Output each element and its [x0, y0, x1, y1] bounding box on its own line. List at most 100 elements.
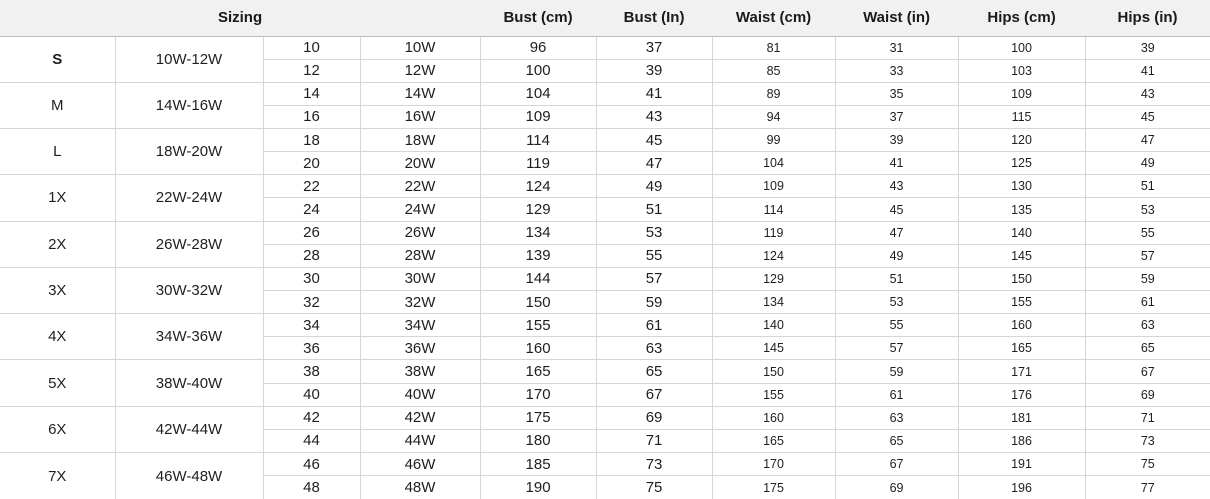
bust-cm-cell: 139: [479, 243, 597, 268]
size-w-cell: 38W: [359, 359, 481, 384]
table-row: 36 36W 160 63 145 57 165 65: [0, 336, 1210, 361]
size-number-cell: 42: [262, 405, 361, 430]
bust-cm-cell: 180: [479, 428, 597, 454]
table-row: 1X 22W-24W 22 22W 124 49 109 43 130 51: [0, 174, 1210, 222]
hips-in-cell: 53: [1084, 197, 1210, 222]
hips-in-cell: 59: [1084, 266, 1210, 292]
waist-in-cell: 63: [834, 405, 959, 430]
bust-in-cell: 39: [595, 58, 713, 83]
bust-cm-cell: 160: [479, 336, 597, 361]
size-w-cell: 32W: [359, 290, 481, 315]
waist-in-cell: 59: [834, 359, 959, 384]
range-cell: 30W-32W: [114, 266, 264, 315]
bust-cm-cell: 134: [479, 220, 597, 245]
size-w-cell: 40W: [359, 382, 481, 407]
header-row: Sizing Bust (cm) Bust (In) Waist (cm) Wa…: [0, 0, 1210, 37]
waist-cm-cell: 129: [711, 266, 836, 292]
hips-cm-cell: 186: [957, 428, 1086, 454]
hips-in-cell: 63: [1084, 313, 1210, 338]
waist-cm-cell: 134: [711, 290, 836, 315]
bust-in-cell: 45: [595, 128, 713, 153]
size-number-cell: 26: [262, 220, 361, 245]
size-w-cell: 28W: [359, 243, 481, 268]
hips-in-cell: 71: [1084, 405, 1210, 430]
size-cell: 1X: [0, 174, 116, 222]
col-header-waist-in: Waist (in): [835, 0, 959, 37]
waist-in-cell: 55: [834, 313, 959, 338]
hips-in-cell: 39: [1084, 35, 1210, 60]
size-w-cell: 30W: [359, 266, 481, 292]
waist-in-cell: 37: [834, 104, 959, 130]
size-cell: M: [0, 81, 116, 130]
bust-cm-cell: 96: [479, 35, 597, 60]
table-row: 3X 30W-32W 30 30W 144 57 129 51 150 59: [0, 266, 1210, 315]
size-number-cell: 36: [262, 336, 361, 361]
hips-in-cell: 55: [1084, 220, 1210, 245]
bust-cm-cell: 119: [479, 151, 597, 176]
table-row: 5X 38W-40W 38 38W 165 65 150 59 171 67: [0, 359, 1210, 407]
hips-cm-cell: 125: [957, 151, 1086, 176]
size-number-cell: 22: [262, 174, 361, 199]
hips-cm-cell: 196: [957, 475, 1086, 499]
table-row: S 10W-12W 10 10W 96 37 81 31 100 39: [0, 35, 1210, 83]
bust-in-cell: 73: [595, 452, 713, 477]
bust-cm-cell: 170: [479, 382, 597, 407]
size-number-cell: 46: [262, 452, 361, 477]
hips-in-cell: 45: [1084, 104, 1210, 130]
waist-cm-cell: 150: [711, 359, 836, 384]
size-number-cell: 14: [262, 81, 361, 106]
size-number-cell: 34: [262, 313, 361, 338]
range-cell: 38W-40W: [114, 359, 264, 407]
bust-cm-cell: 185: [479, 452, 597, 477]
bust-cm-cell: 190: [479, 475, 597, 499]
table-row: 16 16W 109 43 94 37 115 45: [0, 104, 1210, 130]
bust-in-cell: 75: [595, 475, 713, 499]
waist-cm-cell: 104: [711, 151, 836, 176]
bust-in-cell: 59: [595, 290, 713, 315]
table-row: 44 44W 180 71 165 65 186 73: [0, 428, 1210, 454]
size-cell: 7X: [0, 452, 116, 499]
size-cell: 4X: [0, 313, 116, 361]
bust-in-cell: 47: [595, 151, 713, 176]
waist-cm-cell: 140: [711, 313, 836, 338]
hips-cm-cell: 176: [957, 382, 1086, 407]
size-number-cell: 24: [262, 197, 361, 222]
hips-in-cell: 61: [1084, 290, 1210, 315]
waist-cm-cell: 89: [711, 81, 836, 106]
waist-cm-cell: 165: [711, 428, 836, 454]
bust-in-cell: 61: [595, 313, 713, 338]
col-header-hips-cm: Hips (cm): [958, 0, 1086, 37]
range-cell: 10W-12W: [114, 35, 264, 83]
size-w-cell: 20W: [359, 151, 481, 176]
bust-cm-cell: 109: [479, 104, 597, 130]
size-number-cell: 40: [262, 382, 361, 407]
waist-in-cell: 41: [834, 151, 959, 176]
waist-in-cell: 53: [834, 290, 959, 315]
size-cell: 6X: [0, 405, 116, 454]
size-cell: 5X: [0, 359, 116, 407]
table-row: L 18W-20W 18 18W 114 45 99 39 120 47: [0, 128, 1210, 176]
range-cell: 22W-24W: [114, 174, 264, 222]
size-cell: 2X: [0, 220, 116, 268]
col-header-bust-cm: Bust (cm): [480, 0, 597, 37]
size-number-cell: 16: [262, 104, 361, 130]
size-w-cell: 14W: [359, 81, 481, 106]
bust-in-cell: 67: [595, 382, 713, 407]
bust-in-cell: 53: [595, 220, 713, 245]
bust-cm-cell: 175: [479, 405, 597, 430]
waist-cm-cell: 124: [711, 243, 836, 268]
hips-in-cell: 67: [1084, 359, 1210, 384]
waist-cm-cell: 109: [711, 174, 836, 199]
waist-in-cell: 35: [834, 81, 959, 106]
bust-cm-cell: 114: [479, 128, 597, 153]
waist-cm-cell: 81: [711, 35, 836, 60]
hips-cm-cell: 160: [957, 313, 1086, 338]
table-row: M 14W-16W 14 14W 104 41 89 35 109 43: [0, 81, 1210, 130]
waist-in-cell: 39: [834, 128, 959, 153]
hips-in-cell: 49: [1084, 151, 1210, 176]
hips-in-cell: 47: [1084, 128, 1210, 153]
size-number-cell: 30: [262, 266, 361, 292]
bust-in-cell: 37: [595, 35, 713, 60]
waist-in-cell: 45: [834, 197, 959, 222]
